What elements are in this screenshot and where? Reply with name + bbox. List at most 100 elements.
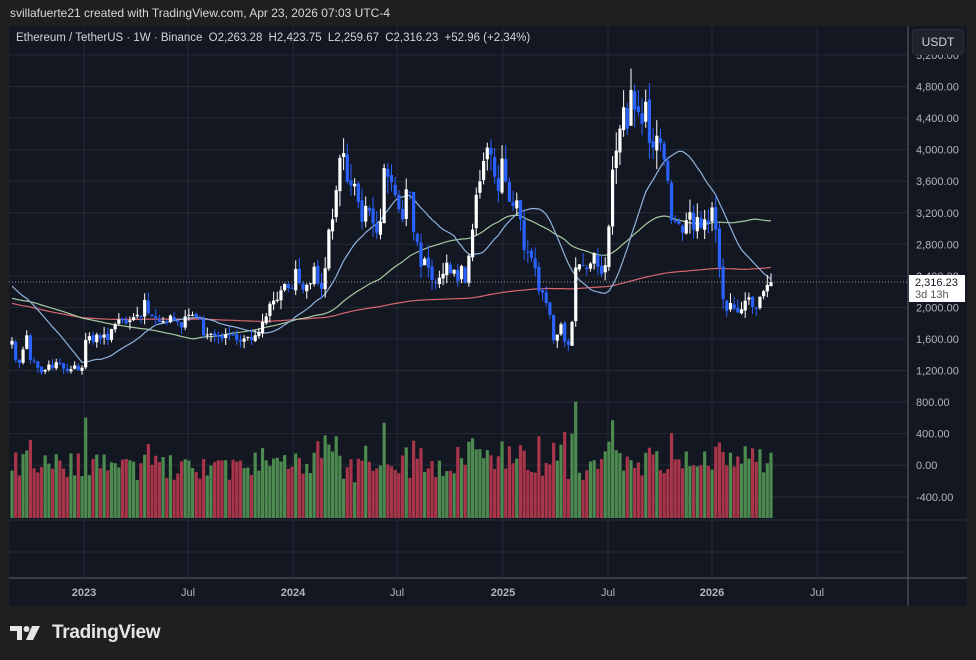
volume-bar bbox=[286, 468, 290, 518]
volume-bar bbox=[378, 465, 383, 518]
volume-bar bbox=[518, 445, 523, 518]
volume-bar bbox=[360, 460, 364, 518]
candle-body bbox=[117, 319, 121, 324]
volume-bar bbox=[415, 458, 419, 518]
volume-bar bbox=[150, 464, 154, 518]
volume-bar bbox=[36, 472, 40, 518]
candle-body bbox=[592, 253, 596, 264]
volume-bar bbox=[504, 468, 508, 518]
candle-body bbox=[426, 257, 430, 268]
candle-body bbox=[647, 99, 652, 143]
candle-body bbox=[459, 265, 464, 280]
volume-bar bbox=[588, 461, 593, 518]
volume-bar bbox=[327, 444, 331, 518]
candle-body bbox=[61, 363, 66, 369]
candle-body bbox=[367, 208, 371, 211]
volume-bar bbox=[249, 474, 254, 518]
volume-bar bbox=[242, 468, 246, 518]
volume-bar bbox=[231, 459, 235, 518]
time-axis-label: 2023 bbox=[72, 587, 96, 599]
candle-body bbox=[91, 335, 95, 342]
candle-body bbox=[515, 200, 519, 209]
candle-body bbox=[342, 153, 346, 158]
volume-bar bbox=[515, 458, 519, 518]
volume-bar bbox=[356, 458, 360, 518]
candle-body bbox=[540, 290, 545, 293]
price-axis-label: 3,200.00 bbox=[916, 208, 959, 220]
currency-button[interactable]: USDT bbox=[912, 29, 964, 55]
volume-bar bbox=[526, 469, 530, 518]
volume-bar bbox=[434, 477, 438, 518]
candle-body bbox=[205, 334, 209, 336]
candle-body bbox=[286, 284, 290, 288]
candle-body bbox=[721, 266, 725, 300]
volume-bar bbox=[393, 469, 397, 518]
candle-body bbox=[548, 302, 552, 315]
candle-body bbox=[305, 284, 309, 292]
candle-body bbox=[666, 160, 670, 181]
symbol-name[interactable]: Ethereum / TetherUS · 1W · Binance bbox=[16, 32, 203, 44]
volume-bar bbox=[467, 441, 471, 518]
volume-bar bbox=[537, 436, 541, 518]
volume-bar bbox=[371, 470, 375, 518]
candle-body bbox=[150, 314, 154, 317]
candle-body bbox=[14, 341, 18, 360]
volume-bar bbox=[485, 450, 489, 518]
volume-bar bbox=[198, 478, 202, 518]
volume-bar bbox=[87, 475, 91, 518]
candle-body bbox=[622, 107, 626, 130]
volume-bar bbox=[109, 462, 114, 518]
volume-bar bbox=[640, 475, 644, 518]
price-axis-label: 4,000.00 bbox=[916, 145, 959, 157]
volume-bar bbox=[253, 452, 257, 518]
volume-bar bbox=[592, 460, 596, 518]
volume-bar bbox=[73, 475, 77, 518]
tradingview-logo[interactable]: TradingView bbox=[10, 622, 161, 644]
candle-body bbox=[25, 335, 29, 349]
last-price-label: 2,316.23 3d 13h bbox=[909, 275, 965, 302]
volume-bar bbox=[452, 473, 456, 518]
volume-bar bbox=[183, 459, 187, 518]
candle-body bbox=[750, 296, 755, 307]
volume-bar bbox=[603, 451, 607, 518]
volume-bar bbox=[176, 473, 180, 518]
volume-bar bbox=[246, 467, 250, 518]
volume-bar bbox=[563, 432, 567, 518]
volume-bar bbox=[330, 451, 335, 518]
candle-body bbox=[102, 334, 106, 338]
brand-name: TradingView bbox=[52, 622, 161, 643]
volume-bar bbox=[21, 454, 25, 518]
price-axis-label: 4,400.00 bbox=[916, 113, 959, 125]
candle-body bbox=[680, 225, 685, 233]
volume-bar bbox=[168, 455, 173, 518]
candle-body bbox=[452, 269, 456, 274]
price-axis-label: 2,800.00 bbox=[916, 239, 959, 251]
volume-bar bbox=[124, 458, 128, 518]
candle-body bbox=[570, 321, 574, 346]
candle-body bbox=[50, 365, 55, 368]
volume-bar bbox=[644, 452, 648, 518]
volume-bar bbox=[319, 457, 324, 518]
candle-body bbox=[581, 265, 585, 267]
candle-body bbox=[39, 366, 44, 373]
candle-body bbox=[21, 349, 25, 363]
volume-bar bbox=[408, 478, 412, 518]
candle-body bbox=[445, 262, 449, 276]
volume-bar bbox=[120, 459, 125, 518]
volume-bar bbox=[614, 450, 618, 518]
volume-bar bbox=[765, 463, 769, 518]
candle-body bbox=[732, 304, 736, 309]
volume-bar bbox=[157, 462, 161, 518]
volume-bar bbox=[695, 466, 699, 518]
volume-bar bbox=[743, 446, 747, 518]
volume-bar bbox=[375, 468, 379, 518]
candle-body bbox=[378, 221, 383, 235]
volume-bar bbox=[610, 420, 615, 518]
volume-bar bbox=[559, 444, 563, 518]
volume-bar bbox=[710, 469, 714, 518]
candle-body bbox=[599, 265, 604, 274]
ohlc-close: C2,316.23 bbox=[385, 32, 439, 44]
candle-body bbox=[754, 307, 758, 309]
volume-bar bbox=[209, 465, 213, 518]
